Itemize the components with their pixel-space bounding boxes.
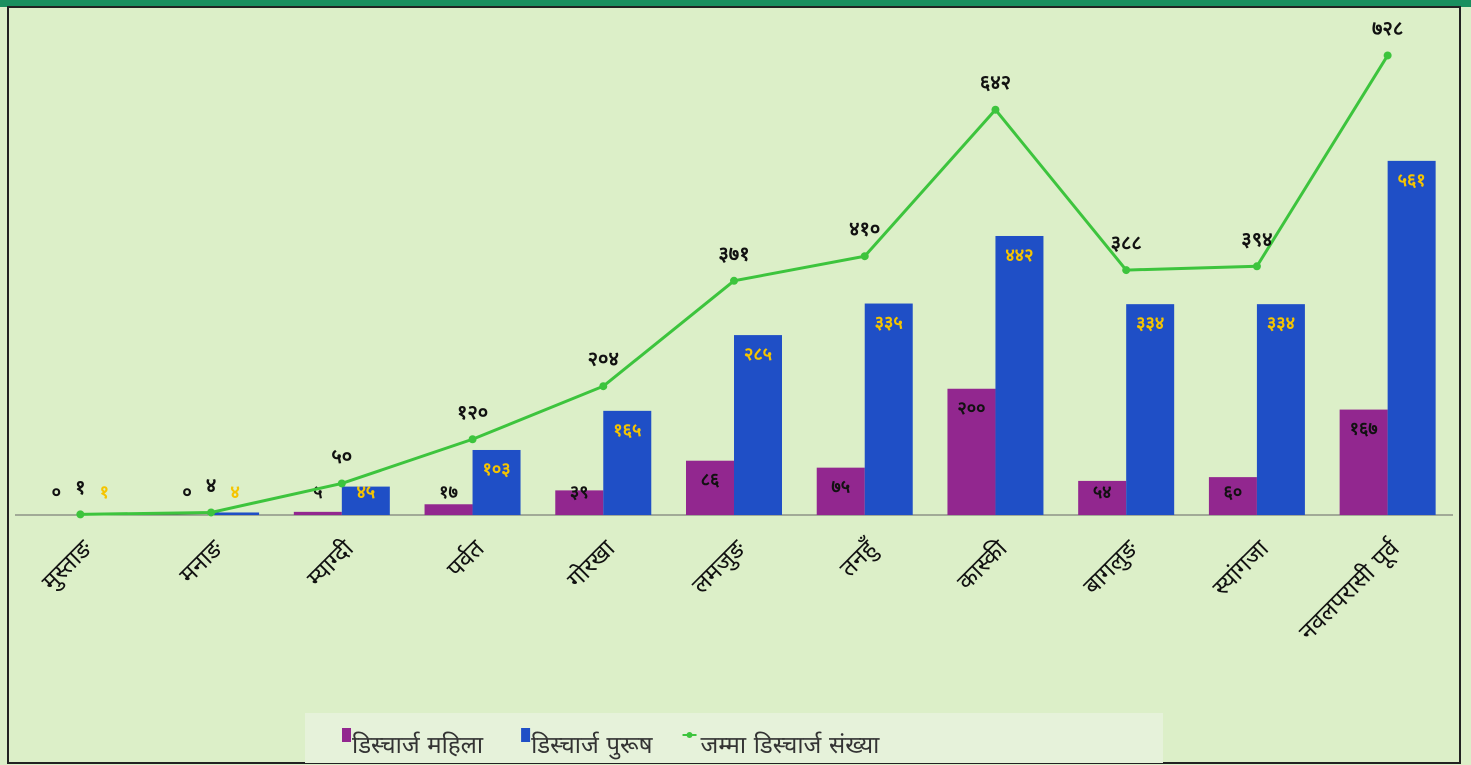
value-label: ३८८ (1111, 231, 1142, 255)
line-point (1383, 51, 1392, 60)
value-label: ५ (313, 482, 322, 503)
value-label: ४५ (356, 482, 375, 503)
line-point (1122, 266, 1131, 275)
bar (1208, 477, 1257, 515)
value-label: ६४२ (980, 70, 1011, 94)
value-label: ८६ (701, 470, 720, 491)
legend-label: डिस्चार्ज महिला (352, 731, 484, 759)
value-label: २०४ (588, 347, 619, 371)
value-label: ६० (1224, 482, 1243, 503)
bar (555, 490, 604, 515)
value-label: १७ (439, 482, 458, 503)
bar (1256, 304, 1305, 515)
value-label: २०० (957, 398, 985, 419)
value-label: २८५ (744, 344, 772, 365)
bar (947, 388, 996, 515)
legend-marker (342, 728, 351, 742)
value-label: १०३ (482, 459, 510, 480)
value-label: ४१० (849, 217, 880, 241)
line-point (468, 435, 477, 444)
value-label: १६७ (1350, 419, 1378, 440)
value-label: १२० (457, 400, 488, 424)
value-label: ७५ (831, 477, 850, 498)
legend-marker (686, 732, 693, 738)
bar (1387, 160, 1436, 515)
value-label: ५० (331, 444, 352, 468)
value-label: ५६१ (1398, 170, 1426, 191)
line-point (76, 510, 85, 519)
bar (472, 449, 521, 515)
bar (734, 335, 782, 515)
line-point (730, 276, 738, 285)
value-label: १ (100, 482, 109, 503)
value-label: ३९४ (1241, 227, 1272, 251)
value-label: ३९ (570, 482, 589, 503)
value-label: ३३४ (1136, 313, 1164, 334)
legend-box (305, 713, 1163, 763)
value-label: ३३४ (1267, 313, 1295, 334)
line-point (1252, 262, 1261, 271)
value-label: ४४२ (1005, 245, 1033, 266)
bar (864, 303, 913, 515)
value-label: ३७१ (718, 241, 749, 265)
value-label: ५४ (1093, 482, 1112, 503)
line-point (337, 479, 346, 488)
top-band (0, 0, 1471, 7)
bar (211, 512, 260, 515)
bar (341, 486, 390, 515)
legend-marker (521, 728, 531, 742)
bar (816, 467, 865, 515)
value-label: ० (182, 482, 191, 503)
bar (1339, 409, 1388, 515)
value-label: ० (52, 482, 61, 503)
value-label: ३३५ (875, 313, 903, 334)
bar (686, 460, 734, 515)
legend-label: डिस्चार्ज पुरूष (531, 731, 654, 760)
legend-label: जम्मा डिस्चार्ज संख्या (701, 731, 881, 759)
bar (1126, 304, 1175, 515)
value-label: १ (75, 475, 85, 499)
value-label: ४ (206, 473, 216, 497)
bar (1078, 480, 1127, 515)
line-point (207, 508, 216, 517)
bar (293, 511, 342, 515)
line-point (599, 382, 608, 391)
bar (995, 235, 1044, 516)
line-point (991, 105, 1000, 114)
value-label: ४ (230, 482, 239, 503)
line-point (860, 252, 869, 261)
bar (424, 504, 473, 515)
bar (603, 410, 652, 515)
value-label: ७२८ (1372, 16, 1403, 40)
value-label: १६५ (613, 420, 641, 441)
